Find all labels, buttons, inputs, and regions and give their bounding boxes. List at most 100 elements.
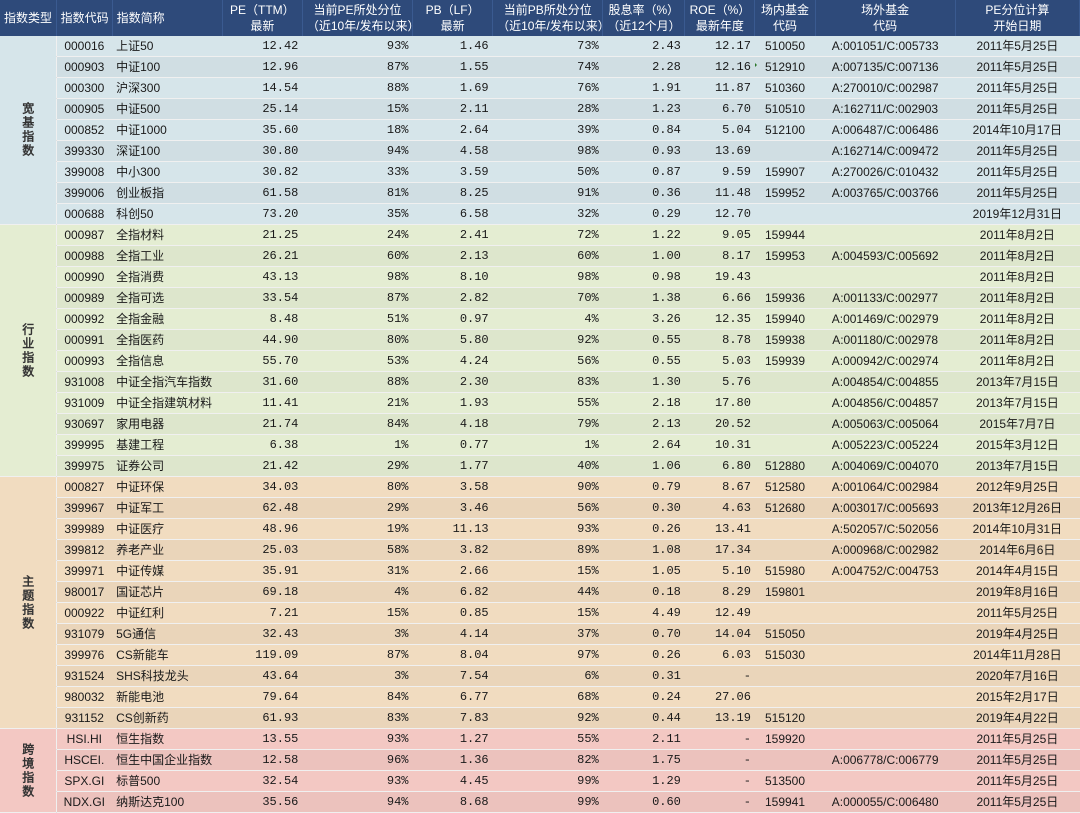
cell-roe: 8.29 [685, 582, 755, 603]
cell-div: 1.30 [603, 372, 685, 393]
cell-div: 0.29 [603, 204, 685, 225]
cell-roe: 9.05 [685, 225, 755, 246]
cell-inner: 515980 [755, 561, 815, 582]
cell-pb: 2.66 [413, 561, 493, 582]
cell-pe: 6.38 [222, 435, 302, 456]
cell-pe_pct: 93% [302, 771, 412, 792]
cell-inner [755, 372, 815, 393]
cell-div: 0.55 [603, 351, 685, 372]
cell-pe: 44.90 [222, 330, 302, 351]
cell-name: 中证500 [112, 99, 222, 120]
cell-outer: A:006778/C:006779 [815, 750, 955, 771]
cell-roe: 17.34 [685, 540, 755, 561]
cell-code: 000300 [56, 78, 112, 99]
cell-roe: - [685, 666, 755, 687]
cell-pb: 3.58 [413, 477, 493, 498]
cell-pe_pct: 94% [302, 141, 412, 162]
cell-pe_pct: 29% [302, 498, 412, 519]
cell-pb_pct: 79% [493, 414, 603, 435]
cell-pb: 2.64 [413, 120, 493, 141]
cell-name: 中证1000 [112, 120, 222, 141]
cell-roe: 12.35 [685, 309, 755, 330]
cell-date: 2019年4月22日 [955, 708, 1079, 729]
cell-inner: 512580 [755, 477, 815, 498]
cell-outer: A:001180/C:002978 [815, 330, 955, 351]
cell-pb: 1.77 [413, 456, 493, 477]
cell-pb_pct: 56% [493, 351, 603, 372]
cell-pb: 1.46 [413, 36, 493, 57]
cell-date: 2011年5月25日 [955, 771, 1079, 792]
col-cat: 指数类型 [0, 0, 56, 36]
cell-pe: 32.54 [222, 771, 302, 792]
cell-inner: 512910 [755, 57, 815, 78]
cell-code: SPX.GI [56, 771, 112, 792]
cell-code: 000905 [56, 99, 112, 120]
cell-inner [755, 666, 815, 687]
cell-pe: 119.09 [222, 645, 302, 666]
cell-div: 4.49 [603, 603, 685, 624]
cell-roe: 14.04 [685, 624, 755, 645]
cell-roe: 5.10 [685, 561, 755, 582]
cell-pe_pct: 93% [302, 729, 412, 750]
cell-inner [755, 435, 815, 456]
cell-outer [815, 582, 955, 603]
cell-pe_pct: 80% [302, 330, 412, 351]
cell-pb: 0.97 [413, 309, 493, 330]
cell-roe: 6.66 [685, 288, 755, 309]
cell-name: 中证100 [112, 57, 222, 78]
cell-date: 2011年8月2日 [955, 225, 1079, 246]
cell-pb_pct: 76% [493, 78, 603, 99]
cell-pb: 6.58 [413, 204, 493, 225]
cell-div: 1.75 [603, 750, 685, 771]
cell-code: HSCEI. [56, 750, 112, 771]
cell-name: 全指工业 [112, 246, 222, 267]
cell-code: 399976 [56, 645, 112, 666]
col-pepct: 当前PE所处分位（近10年/发布以来） [302, 0, 412, 36]
cell-date: 2013年7月15日 [955, 393, 1079, 414]
cell-inner: 159938 [755, 330, 815, 351]
cell-code: 399006 [56, 183, 112, 204]
cell-pb_pct: 73% [493, 36, 603, 57]
cell-div: 0.87 [603, 162, 685, 183]
cell-outer: A:001051/C:005733 [815, 36, 955, 57]
category-cell: 宽基指数 [0, 36, 56, 225]
cell-date: 2011年8月2日 [955, 246, 1079, 267]
cell-pe: 21.42 [222, 456, 302, 477]
cell-pb: 2.41 [413, 225, 493, 246]
col-pb: PB（LF）最新 [413, 0, 493, 36]
cell-inner: 159801 [755, 582, 815, 603]
cell-pe_pct: 24% [302, 225, 412, 246]
cell-date: 2011年5月25日 [955, 57, 1079, 78]
cell-pb_pct: 1% [493, 435, 603, 456]
cell-code: 399989 [56, 519, 112, 540]
cell-pe: 61.93 [222, 708, 302, 729]
cell-pe: 13.55 [222, 729, 302, 750]
cell-inner [755, 603, 815, 624]
col-pe: PE（TTM）最新 [222, 0, 302, 36]
cell-div: 0.60 [603, 792, 685, 813]
cell-code: 399975 [56, 456, 112, 477]
cell-code: 399330 [56, 141, 112, 162]
cell-pb: 0.85 [413, 603, 493, 624]
cell-name: 全指消费 [112, 267, 222, 288]
cell-div: 0.18 [603, 582, 685, 603]
cell-pb: 4.45 [413, 771, 493, 792]
cell-div: 0.93 [603, 141, 685, 162]
cell-pe_pct: 18% [302, 120, 412, 141]
cell-inner [755, 687, 815, 708]
cell-inner [755, 141, 815, 162]
cell-inner: 159944 [755, 225, 815, 246]
cell-date: 2011年5月25日 [955, 792, 1079, 813]
cell-pe: 21.25 [222, 225, 302, 246]
cell-code: 000990 [56, 267, 112, 288]
cell-pb_pct: 82% [493, 750, 603, 771]
cell-pb: 8.04 [413, 645, 493, 666]
cell-pb: 4.14 [413, 624, 493, 645]
cell-code: 000992 [56, 309, 112, 330]
cell-roe: - [685, 750, 755, 771]
cell-pb: 6.77 [413, 687, 493, 708]
cell-pb_pct: 99% [493, 771, 603, 792]
cell-pe: 79.64 [222, 687, 302, 708]
cell-name: 沪深300 [112, 78, 222, 99]
cell-name: 新能电池 [112, 687, 222, 708]
